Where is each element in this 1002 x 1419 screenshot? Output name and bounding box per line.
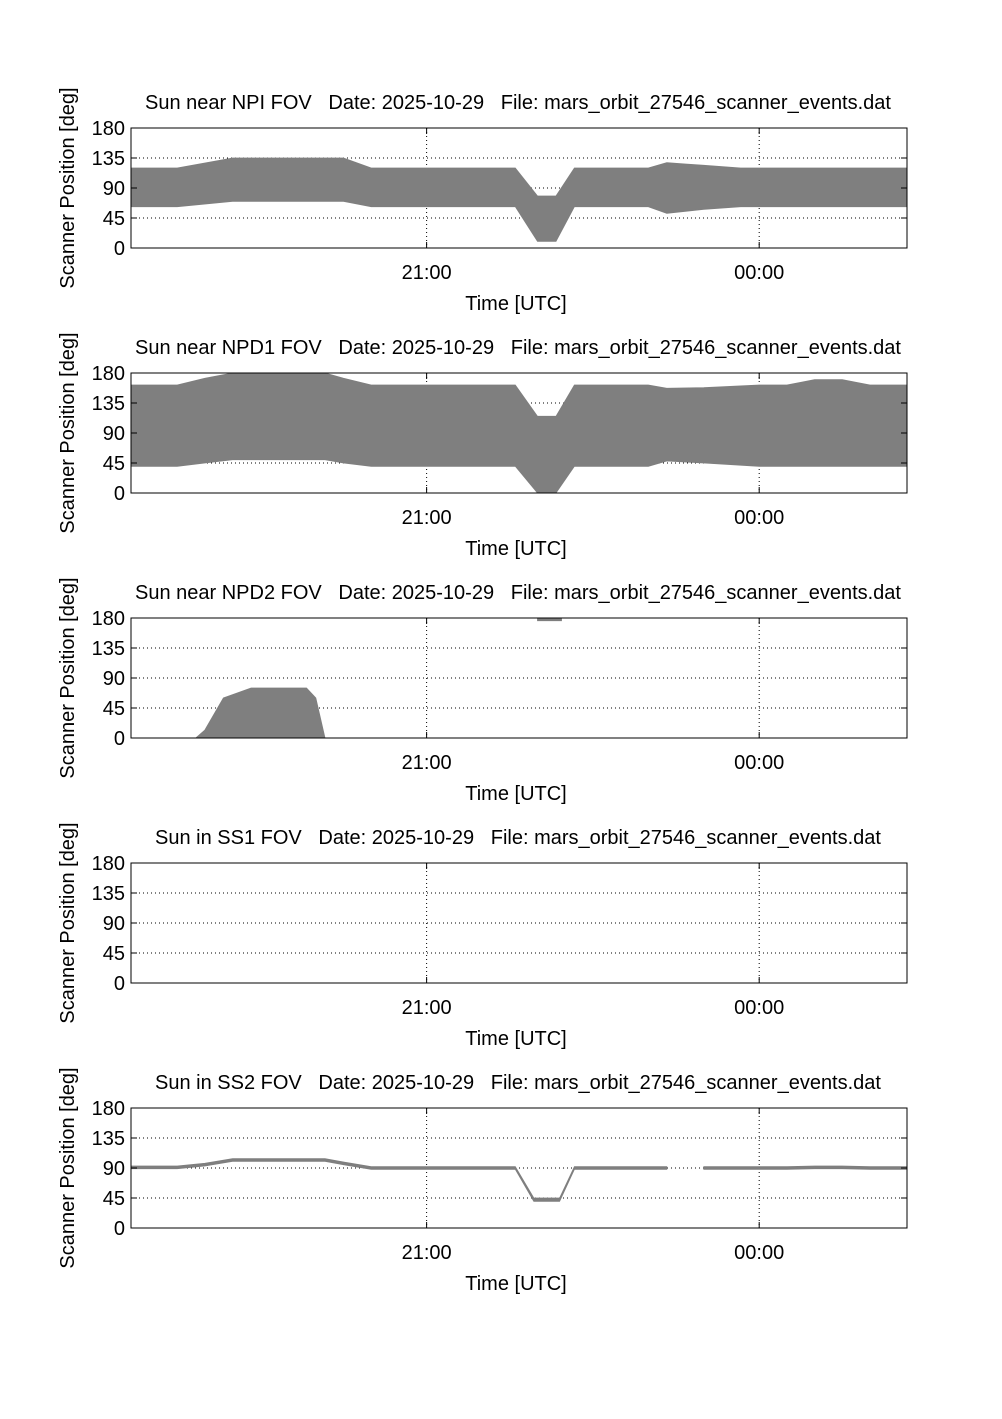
- x-axis-label: Time [UTC]: [465, 538, 566, 560]
- y-tick-label: 180: [92, 118, 125, 140]
- y-tick-label: 135: [92, 148, 125, 170]
- y-tick-label: 0: [114, 973, 125, 995]
- x-tick-label: 21:00: [402, 262, 452, 284]
- chart-title: Sun in SS2 FOV Date: 2025-10-29 File: ma…: [155, 1072, 881, 1094]
- y-tick-label: 135: [92, 393, 125, 415]
- x-tick-label: 21:00: [402, 1242, 452, 1264]
- y-tick-label: 135: [92, 883, 125, 905]
- y-tick-label: 90: [103, 668, 125, 690]
- y-tick-label: 45: [103, 698, 125, 720]
- y-tick-label: 135: [92, 638, 125, 660]
- y-tick-label: 180: [92, 853, 125, 875]
- y-axis-label: Scanner Position [deg]: [57, 822, 79, 1023]
- chart-panel-1: Sun near NPI FOV Date: 2025-10-29 File: …: [57, 87, 908, 315]
- chart-title: Sun near NPD2 FOV Date: 2025-10-29 File:…: [135, 582, 901, 604]
- x-tick-label: 00:00: [734, 507, 784, 529]
- y-tick-label: 180: [92, 363, 125, 385]
- y-axis-label: Scanner Position [deg]: [57, 1067, 79, 1268]
- scanner-band-2: [703, 1165, 908, 1170]
- chart-panel-3: Sun near NPD2 FOV Date: 2025-10-29 File:…: [57, 577, 908, 805]
- y-tick-label: 180: [92, 608, 125, 630]
- x-tick-label: 21:00: [402, 507, 452, 529]
- chart-title: Sun in SS1 FOV Date: 2025-10-29 File: ma…: [155, 827, 881, 849]
- y-tick-label: 45: [103, 943, 125, 965]
- y-axis-label: Scanner Position [deg]: [57, 577, 79, 778]
- y-tick-label: 45: [103, 208, 125, 230]
- x-axis-label: Time [UTC]: [465, 1273, 566, 1295]
- y-tick-label: 90: [103, 178, 125, 200]
- scanner-band-1: [130, 1158, 668, 1202]
- x-tick-label: 00:00: [734, 997, 784, 1019]
- x-tick-label: 00:00: [734, 262, 784, 284]
- chart-panel-5: Sun in SS2 FOV Date: 2025-10-29 File: ma…: [57, 1067, 908, 1295]
- y-tick-label: 180: [92, 1098, 125, 1120]
- x-tick-label: 00:00: [734, 752, 784, 774]
- y-tick-label: 90: [103, 423, 125, 445]
- y-tick-label: 0: [114, 728, 125, 750]
- chart-title: Sun near NPD1 FOV Date: 2025-10-29 File:…: [135, 337, 901, 359]
- x-tick-label: 21:00: [402, 752, 452, 774]
- y-tick-label: 0: [114, 1218, 125, 1240]
- y-tick-label: 0: [114, 238, 125, 260]
- x-axis-label: Time [UTC]: [465, 1028, 566, 1050]
- x-axis-label: Time [UTC]: [465, 783, 566, 805]
- y-axis-label: Scanner Position [deg]: [57, 87, 79, 288]
- y-tick-label: 135: [92, 1128, 125, 1150]
- x-tick-label: 21:00: [402, 997, 452, 1019]
- chart-panel-4: Sun in SS1 FOV Date: 2025-10-29 File: ma…: [57, 822, 908, 1050]
- y-axis-label: Scanner Position [deg]: [57, 332, 79, 533]
- x-axis-label: Time [UTC]: [465, 293, 566, 315]
- chart-title: Sun near NPI FOV Date: 2025-10-29 File: …: [145, 92, 891, 114]
- y-tick-label: 90: [103, 913, 125, 935]
- y-tick-label: 45: [103, 453, 125, 475]
- chart-panel-2: Sun near NPD1 FOV Date: 2025-10-29 File:…: [57, 332, 908, 560]
- x-tick-label: 00:00: [734, 1242, 784, 1264]
- y-tick-label: 0: [114, 483, 125, 505]
- y-tick-label: 90: [103, 1158, 125, 1180]
- y-tick-label: 45: [103, 1188, 125, 1210]
